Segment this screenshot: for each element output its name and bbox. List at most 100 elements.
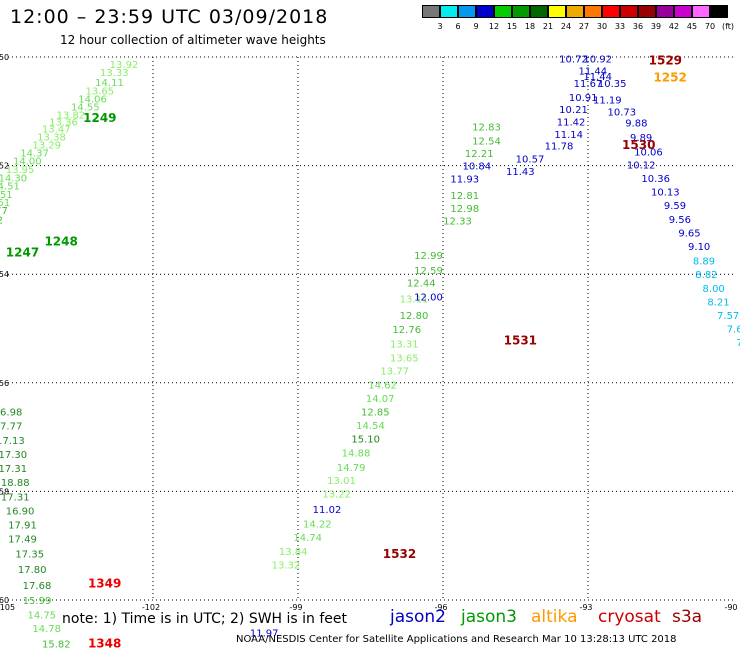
data-point-jason3: 17.80 xyxy=(18,565,47,576)
colorbar-swatch xyxy=(548,5,566,18)
data-point-jason3: 18.88 xyxy=(1,478,30,489)
data-point-jason3: 13.95 xyxy=(6,165,35,176)
data-point-jason2: 10.91 xyxy=(569,93,598,104)
time-label: 1249 xyxy=(83,111,116,125)
data-point-jason3: 12.76 xyxy=(392,325,421,336)
data-point-jason2: 9.89 xyxy=(630,133,652,144)
data-point-jason2: 10.36 xyxy=(641,174,670,185)
data-point-jason3: 13.47 xyxy=(42,125,71,136)
colorbar-swatch xyxy=(674,5,692,18)
data-point-jason3: 16.98 xyxy=(0,408,22,419)
data-point-jason3: 16.90 xyxy=(6,506,35,517)
colorbar-swatch xyxy=(656,5,674,18)
data-point-jason3: 17.77 xyxy=(0,422,22,433)
time-label: 1348 xyxy=(88,636,121,650)
data-point-jason2: 9.59 xyxy=(664,201,686,212)
data-point-jason2: 10.72 xyxy=(559,55,588,66)
data-point-jason3: 13.82 xyxy=(57,111,86,122)
data-point-jason2: 10.21 xyxy=(559,105,588,116)
data-point-jason3: 14.88 xyxy=(342,448,371,459)
data-point-jason3: 13.38 xyxy=(37,132,66,143)
data-point-jason3: 15.77 xyxy=(0,206,8,217)
data-point-jason2: 12.00 xyxy=(414,292,443,303)
colorbar-label: 45 xyxy=(686,22,698,31)
data-point-jason3: 13.77 xyxy=(380,366,409,377)
colorbar-swatch xyxy=(566,5,584,18)
colorbar-swatch xyxy=(422,5,440,18)
data-point-jason3: 14.07 xyxy=(366,394,395,405)
data-point-jason2: 11.93 xyxy=(450,175,479,186)
satellite-legend-altika: altika xyxy=(531,607,578,627)
data-point-s3a: 8.21 xyxy=(707,297,729,308)
data-point-jason2: 10.84 xyxy=(463,162,492,173)
data-point-jason2: 9.88 xyxy=(625,119,647,130)
colorbar-label: 27 xyxy=(578,22,590,31)
data-point-jason2: 11.67 xyxy=(574,79,603,90)
data-point-jason3: 12.54 xyxy=(472,137,501,148)
x-tick-label: -93 xyxy=(579,603,592,612)
data-point-jason3: 14.75 xyxy=(28,611,57,622)
time-label: 1532 xyxy=(383,547,416,561)
data-point-jason3: 13.65 xyxy=(390,353,419,364)
data-point-s3a: 8.00 xyxy=(703,284,725,295)
data-point-jason3: 13.65 xyxy=(86,87,115,98)
data-point-jason3: 14.30 xyxy=(0,174,27,185)
colorbar-swatch xyxy=(620,5,638,18)
data-point-jason2: 11.78 xyxy=(545,142,574,153)
y-tick-label: -60 xyxy=(0,596,9,605)
data-point-jason2: 11.42 xyxy=(557,118,586,129)
data-point-jason3: 14.74 xyxy=(293,533,322,544)
data-point-jason3: 14.37 xyxy=(20,149,49,160)
y-tick-label: -50 xyxy=(0,53,9,62)
colorbar-label: 24 xyxy=(560,22,572,31)
data-point-jason3: 14.78 xyxy=(32,624,61,635)
data-point-jason3: 15.99 xyxy=(23,596,52,607)
time-label: 1529 xyxy=(649,53,682,67)
colorbar-swatch xyxy=(512,5,530,18)
colorbar-label: 3 xyxy=(437,22,443,31)
data-point-jason3: 14.54 xyxy=(356,421,385,432)
data-point-jason3: 17.13 xyxy=(0,436,25,447)
data-point-jason3: 14.55 xyxy=(71,102,100,113)
colorbar-swatch xyxy=(458,5,476,18)
colorbar-swatch xyxy=(530,5,548,18)
x-tick-label: -105 xyxy=(0,603,15,612)
chart-subtitle: 12 hour collection of altimeter wave hei… xyxy=(60,33,326,47)
data-point-jason3: 12.99 xyxy=(414,251,443,262)
time-label: 1531 xyxy=(504,333,537,347)
data-point-jason2: 10.06 xyxy=(634,147,663,158)
satellite-legend-jason2: jason2 xyxy=(390,607,446,627)
data-point-jason2: 9.65 xyxy=(678,228,700,239)
data-point-jason2: 10.12 xyxy=(627,161,656,172)
data-point-jason3: 14.22 xyxy=(303,519,332,530)
y-tick-label: -54 xyxy=(0,270,9,279)
data-point-s3a: 8.89 xyxy=(693,257,715,268)
x-tick-label: -102 xyxy=(142,603,160,612)
time-label: 1248 xyxy=(44,235,77,249)
footer-credit: NOAA/NESDIS Center for Satellite Applica… xyxy=(236,634,677,645)
data-point-jason2: 10.92 xyxy=(583,55,612,66)
data-point-jason3: 14.11 xyxy=(95,78,124,89)
colorbar-label: 12 xyxy=(488,22,500,31)
data-point-jason3: 14.00 xyxy=(13,157,42,168)
satellite-legend-jason3: jason3 xyxy=(461,607,517,627)
data-point-jason2: 11.19 xyxy=(593,95,622,106)
data-point-jason3: 14.62 xyxy=(368,380,397,391)
data-point-jason3: 12.83 xyxy=(472,123,501,134)
data-point-jason3: 13.84 xyxy=(279,547,308,558)
data-point-jason3: 12.98 xyxy=(450,204,479,215)
data-point-jason3: 13.92 xyxy=(110,60,139,71)
colorbar-label: 36 xyxy=(632,22,644,31)
data-point-jason3: 15.10 xyxy=(351,435,380,446)
colorbar-swatch xyxy=(440,5,458,18)
time-label: 1247 xyxy=(6,245,39,259)
y-tick-label: -58 xyxy=(0,487,9,496)
data-point-jason3: 13.33 xyxy=(100,68,129,79)
time-label: 1349 xyxy=(88,577,121,591)
data-point-jason2: 9.10 xyxy=(688,242,710,253)
data-point-jason2: 11.44 xyxy=(579,67,608,78)
colorbar-label: 18 xyxy=(524,22,536,31)
data-point-jason3: 15.62 xyxy=(0,215,3,226)
data-point-jason3: 14.06 xyxy=(78,94,107,105)
colorbar-swatch xyxy=(638,5,656,18)
